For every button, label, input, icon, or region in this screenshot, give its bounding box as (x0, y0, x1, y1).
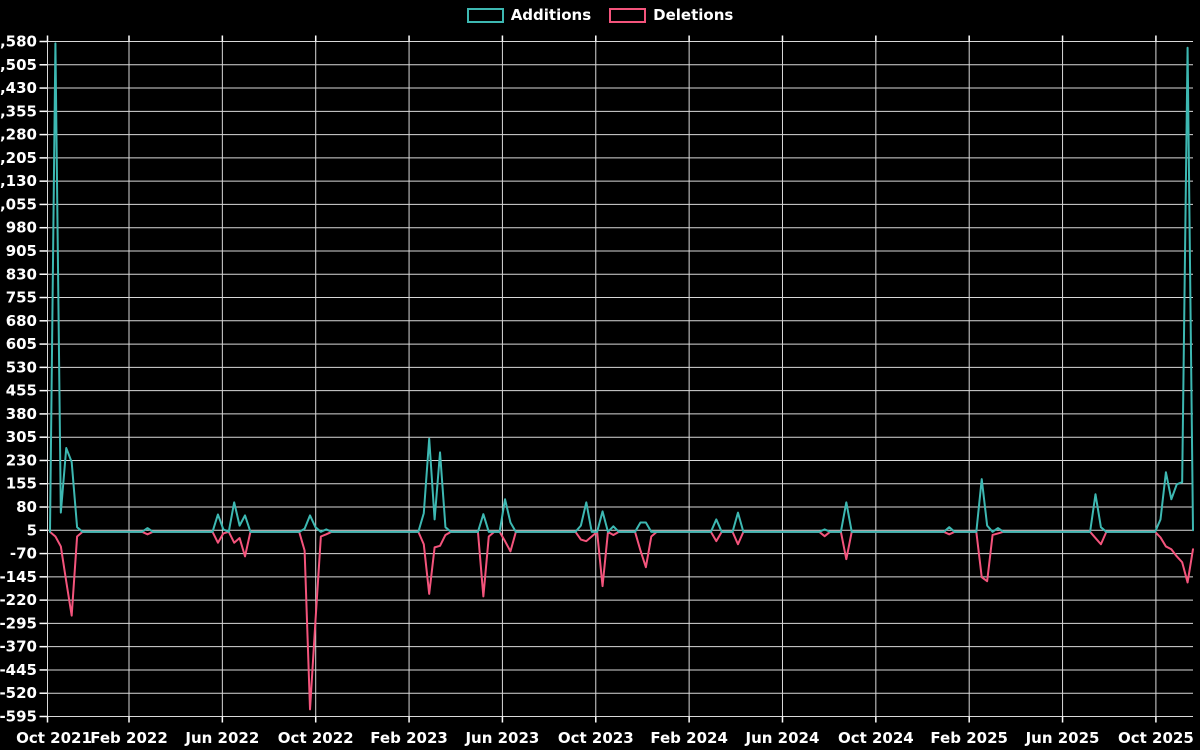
x-tick-label: Jun 2023 (464, 729, 539, 747)
y-tick-label: 155 (6, 475, 37, 493)
y-tick-label: -370 (0, 638, 37, 656)
y-tick-label: 905 (6, 242, 37, 260)
y-tick-label: 1,355 (0, 102, 37, 120)
y-tick-label: -520 (0, 684, 37, 702)
deletions-legend-label: Deletions (653, 6, 733, 24)
additions-deletions-line-chart: 1,580 1,505 1,430 1,355 1,280 1,205 1,130 1,055… (0, 0, 1200, 750)
legend-item-additions[interactable]: Additions (467, 6, 591, 24)
y-tick-label: 380 (6, 405, 37, 423)
y-tick-label: 5 (27, 521, 37, 539)
y-tick-label: 530 (6, 358, 37, 376)
x-tick-label: Oct 2021 (16, 729, 92, 747)
y-tick-label: 1,205 (0, 149, 37, 167)
y-tick-label: 1,505 (0, 56, 37, 74)
chart-canvas: Additions Deletions 1,580 1,505 1,430 1,355… (0, 0, 1200, 750)
y-tick-label: 830 (6, 265, 37, 283)
x-tick-label: Oct 2024 (838, 729, 914, 747)
deletions-series-swatch (609, 8, 646, 23)
y-tick-label: 605 (6, 335, 37, 353)
y-tick-label: -595 (0, 708, 37, 726)
y-tick-label: 755 (6, 289, 37, 307)
y-tick-label: 1,580 (0, 33, 37, 51)
legend-item-deletions[interactable]: Deletions (609, 6, 733, 24)
x-tick-label: Feb 2022 (90, 729, 168, 747)
y-tick-label: 80 (16, 498, 37, 516)
y-tick-label: 680 (6, 312, 37, 330)
x-tick-label: Oct 2022 (278, 729, 354, 747)
y-tick-label: 305 (6, 428, 37, 446)
x-tick-label: Oct 2023 (558, 729, 634, 747)
x-tick-label: Feb 2025 (930, 729, 1008, 747)
x-tick-label: Feb 2024 (650, 729, 728, 747)
y-tick-label: 230 (6, 451, 37, 469)
y-tick-label: -295 (0, 614, 37, 632)
deletions-line (50, 532, 1193, 710)
x-tick-label: Jun 2025 (1025, 729, 1100, 747)
x-tick-label: Jun 2022 (184, 729, 259, 747)
x-tick-label: Oct 2025 (1118, 729, 1194, 747)
x-tick-label: Feb 2023 (370, 729, 448, 747)
y-tick-label: 1,430 (0, 79, 37, 97)
y-tick-label: 980 (6, 219, 37, 237)
y-tick-label: 1,280 (0, 126, 37, 144)
y-tick-label: -445 (0, 661, 37, 679)
y-tick-label: 1,130 (0, 172, 37, 190)
y-tick-label: -145 (0, 568, 37, 586)
y-tick-label: 1,055 (0, 195, 37, 213)
y-tick-label: 455 (6, 382, 37, 400)
y-tick-label: -220 (0, 591, 37, 609)
additions-legend-label: Additions (511, 6, 591, 24)
x-tick-label: Jun 2024 (745, 729, 820, 747)
chart-legend: Additions Deletions (0, 6, 1200, 24)
additions-series-swatch (467, 8, 504, 23)
y-tick-label: -70 (10, 545, 37, 563)
additions-line (50, 43, 1193, 531)
